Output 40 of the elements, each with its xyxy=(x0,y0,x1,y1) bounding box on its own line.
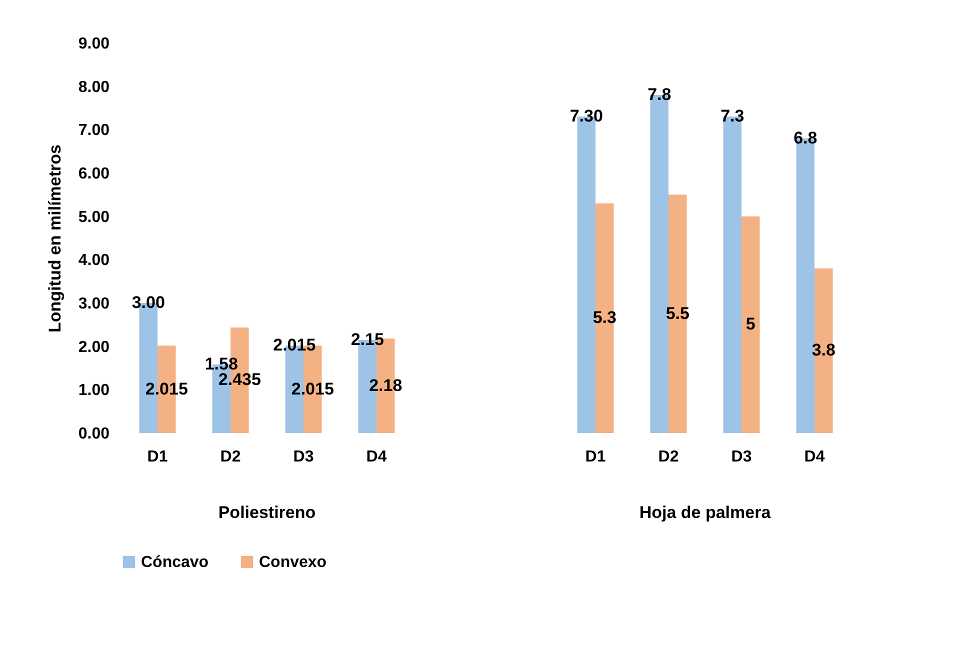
y-tick-label: 1.00 xyxy=(78,382,110,400)
x-tick-label: D3 xyxy=(293,448,314,466)
data-label: 2.015 xyxy=(291,379,334,398)
y-tick-label: 2.00 xyxy=(78,338,110,356)
y-tick-label: 0.00 xyxy=(78,426,110,442)
y-tick-label: 3.00 xyxy=(78,296,110,312)
bar xyxy=(668,194,687,433)
data-label: 6.8 xyxy=(794,128,818,148)
legend-label: Convexo xyxy=(259,554,327,571)
data-label: 7.8 xyxy=(648,85,672,104)
data-label: 2.015 xyxy=(273,336,316,355)
bar xyxy=(742,216,760,433)
data-label: 7.30 xyxy=(570,106,603,126)
y-tick-label: 5.00 xyxy=(78,208,110,226)
data-label: 2.15 xyxy=(350,330,384,349)
data-label: 5 xyxy=(746,314,756,334)
x-tick-label: D2 xyxy=(220,448,241,466)
text: Hoja de palmera xyxy=(639,503,772,522)
data-label: 3.8 xyxy=(812,340,836,360)
x-tick-label: D3 xyxy=(731,448,752,466)
data-label: 5.3 xyxy=(592,308,616,328)
bar xyxy=(596,203,614,433)
x-tick-label: D2 xyxy=(658,448,679,466)
y-tick-label: 6.00 xyxy=(78,166,110,182)
legend-label: Cóncavo xyxy=(141,554,209,571)
text: Poliestireno xyxy=(218,503,316,522)
x-tick-label: D4 xyxy=(366,448,387,466)
data-label: 5.5 xyxy=(666,304,690,323)
y-axis-title: Longitud en milímetros xyxy=(45,144,64,332)
y-tick-label: 9.00 xyxy=(78,36,110,52)
data-label: 3.00 xyxy=(132,293,165,312)
data-label: 2.015 xyxy=(145,379,188,398)
x-tick-label: D4 xyxy=(804,448,825,466)
x-tick-label: D1 xyxy=(585,448,606,466)
y-tick-label: 8.00 xyxy=(78,78,110,96)
data-label: 2.18 xyxy=(369,376,402,395)
data-label: 7.3 xyxy=(720,106,744,126)
y-tick-label: 7.00 xyxy=(78,122,110,140)
x-tick-label: D1 xyxy=(147,448,168,466)
y-tick-label: 4.00 xyxy=(78,252,110,270)
